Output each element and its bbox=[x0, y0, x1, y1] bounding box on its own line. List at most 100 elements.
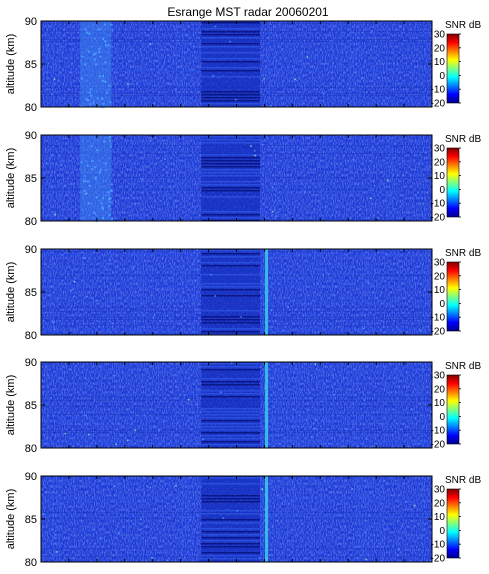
time-column bbox=[422, 362, 423, 448]
time-column bbox=[275, 21, 276, 107]
colorbar-tick-label: 20 bbox=[434, 43, 446, 54]
echo-speck bbox=[88, 184, 91, 187]
snr-speck bbox=[64, 185, 67, 187]
time-column bbox=[320, 135, 321, 221]
time-column bbox=[116, 249, 117, 335]
snr-speck bbox=[303, 191, 306, 193]
echo-speck bbox=[109, 101, 112, 104]
time-column bbox=[335, 135, 336, 221]
time-column bbox=[143, 249, 144, 335]
colorbar-tick-label: 10 bbox=[434, 512, 446, 523]
snr-speck bbox=[109, 259, 111, 262]
snr-speck bbox=[413, 504, 416, 507]
snr-speck bbox=[42, 513, 45, 515]
layered-stripe bbox=[201, 199, 260, 201]
time-column bbox=[422, 476, 423, 562]
echo-speck bbox=[99, 171, 102, 174]
time-column bbox=[362, 476, 363, 562]
snr-speck bbox=[258, 557, 261, 559]
time-column bbox=[128, 476, 129, 562]
y-tick-label: 90 bbox=[25, 16, 37, 28]
snr-speck bbox=[294, 78, 296, 81]
snr-speck bbox=[371, 30, 373, 32]
colorbar-label: SNR dB bbox=[445, 475, 481, 486]
layered-stripe bbox=[201, 253, 260, 255]
echo-speck bbox=[80, 161, 83, 164]
snr-speck bbox=[367, 281, 369, 284]
colorbar-tick-label: 0 bbox=[439, 71, 445, 82]
snr-speck bbox=[96, 299, 98, 302]
time-column bbox=[389, 135, 390, 221]
snr-speck bbox=[99, 537, 102, 540]
y-tick-label: 90 bbox=[25, 357, 37, 369]
layered-stripe bbox=[201, 432, 260, 434]
time-column bbox=[332, 362, 333, 448]
y-axis-label: altitude (km) bbox=[5, 489, 17, 550]
snr-speck bbox=[149, 140, 152, 142]
time-column bbox=[332, 249, 333, 335]
echo-speck bbox=[101, 79, 104, 82]
time-column bbox=[332, 21, 333, 107]
layered-stripe bbox=[201, 43, 260, 45]
time-column bbox=[308, 362, 309, 448]
snr-speck bbox=[54, 534, 57, 536]
layered-stripe bbox=[201, 214, 260, 216]
time-column bbox=[311, 476, 312, 562]
time-column bbox=[326, 135, 327, 221]
layered-stripe bbox=[201, 187, 260, 189]
layered-stripe bbox=[201, 22, 260, 24]
layered-stripe bbox=[201, 528, 260, 530]
time-column bbox=[56, 476, 57, 562]
snr-speck bbox=[236, 509, 239, 512]
layered-stripe bbox=[201, 211, 260, 213]
snr-speck bbox=[64, 432, 67, 435]
time-column bbox=[146, 249, 147, 335]
layered-stripe bbox=[201, 202, 260, 204]
snr-speck bbox=[84, 414, 87, 417]
snr-speck bbox=[45, 162, 48, 165]
data-gap-column bbox=[265, 476, 269, 562]
echo-speck bbox=[84, 193, 87, 196]
time-column bbox=[365, 249, 366, 335]
echo-speck bbox=[102, 102, 105, 105]
snr-speck bbox=[115, 443, 117, 445]
echo-speck bbox=[93, 58, 96, 61]
snr-speck bbox=[196, 249, 198, 251]
time-column bbox=[368, 476, 369, 562]
layered-stripe bbox=[201, 555, 260, 557]
snr-speck bbox=[73, 280, 76, 283]
time-column bbox=[383, 476, 384, 562]
layered-stripe bbox=[201, 160, 260, 162]
colorbar-tick-label: 20 bbox=[434, 157, 446, 168]
time-column bbox=[368, 249, 369, 335]
echo-speck bbox=[104, 61, 107, 64]
y-tick-label: 85 bbox=[25, 400, 37, 412]
snr-speck bbox=[132, 268, 135, 270]
layered-stripe bbox=[201, 58, 260, 60]
echo-speck bbox=[94, 52, 97, 55]
time-column bbox=[341, 362, 342, 448]
time-column bbox=[194, 249, 195, 335]
time-column bbox=[107, 249, 108, 335]
snr-speck bbox=[333, 393, 335, 396]
colorbar-tick-label: 0 bbox=[439, 299, 445, 310]
snr-speck bbox=[313, 427, 316, 429]
echo-speck bbox=[85, 192, 88, 195]
layered-stripe bbox=[201, 519, 260, 521]
echo-speck bbox=[107, 191, 110, 194]
snr-speck bbox=[212, 75, 215, 77]
layered-stripe bbox=[201, 313, 260, 315]
time-column bbox=[287, 135, 288, 221]
echo-speck bbox=[101, 207, 104, 210]
y-tick-label: 85 bbox=[25, 173, 37, 185]
layered-stripe bbox=[201, 375, 260, 377]
snr-speck bbox=[158, 429, 160, 432]
layered-stripe bbox=[201, 405, 260, 407]
layered-stripe bbox=[201, 322, 260, 324]
echo-speck bbox=[96, 149, 99, 152]
time-column bbox=[98, 135, 99, 221]
echo-speck bbox=[90, 168, 93, 171]
layered-stripe bbox=[201, 495, 260, 497]
